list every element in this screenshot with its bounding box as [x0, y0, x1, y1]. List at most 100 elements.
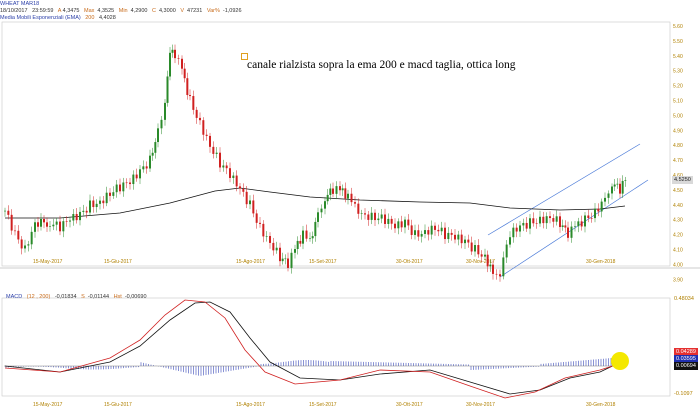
- candle-body: [464, 239, 466, 244]
- candle-body: [427, 230, 430, 235]
- candle-body: [567, 227, 569, 238]
- candle-body: [420, 233, 423, 237]
- annotation-marker[interactable]: [241, 53, 248, 60]
- candle-body: [157, 128, 159, 143]
- candle-body: [272, 242, 275, 251]
- ohlc-readout: 18/10/2017 23:59:59 A 4,3475 Max 4,3525 M…: [0, 8, 242, 15]
- candle-body: [212, 146, 215, 154]
- macd-line: [4, 301, 626, 395]
- candle-body: [135, 174, 138, 179]
- candle-body: [480, 254, 483, 257]
- candle-body: [311, 236, 314, 239]
- candle-body: [555, 216, 558, 222]
- candle-body: [75, 214, 78, 221]
- candle-body: [205, 134, 208, 136]
- macd-signal-line: [4, 299, 626, 399]
- candle-body: [109, 192, 111, 196]
- candle-body: [290, 252, 293, 268]
- candle-body: [529, 218, 531, 229]
- low-label: Min: [118, 8, 128, 14]
- price-tick-label: 4.10: [673, 248, 683, 254]
- candle-body: [174, 49, 176, 59]
- candle-body: [390, 218, 393, 224]
- candle-body: [49, 226, 51, 227]
- macd-line-value-box: 0.00694: [674, 362, 698, 370]
- candle-body: [604, 197, 606, 202]
- candle-body: [189, 95, 191, 97]
- candle-body: [305, 230, 308, 239]
- candle-body: [27, 244, 30, 246]
- candle-body: [232, 175, 235, 178]
- candle-body: [545, 216, 548, 224]
- candle-body: [34, 222, 36, 232]
- candle-body: [252, 200, 255, 214]
- candle-body: [225, 165, 228, 169]
- candle-body: [594, 208, 596, 219]
- signal-label: S: [81, 294, 85, 300]
- price-tick-label: 4.20: [673, 233, 683, 239]
- ema-period: 200: [85, 15, 95, 21]
- candle-body: [515, 227, 518, 232]
- candle-body: [281, 258, 284, 262]
- volume-value: 47231: [186, 8, 203, 14]
- macd-hist-value-box: 0.03595: [674, 355, 698, 363]
- candle-body: [287, 258, 289, 268]
- channel-lower-line[interactable]: [499, 179, 649, 278]
- close-label: C: [151, 8, 156, 14]
- candle-body: [489, 264, 492, 267]
- candle-body: [577, 221, 580, 227]
- candle-body: [364, 213, 366, 215]
- candle-body: [499, 274, 501, 277]
- price-panel-frame: [1, 21, 671, 267]
- last-price-label: 4.5250: [672, 176, 693, 184]
- channel-upper-line[interactable]: [487, 143, 641, 236]
- open-label: A: [57, 8, 62, 14]
- candle-body: [387, 218, 390, 224]
- candle-body: [259, 222, 261, 224]
- hist-value: -0,00690: [124, 294, 147, 300]
- candle-body: [265, 236, 268, 237]
- candle-body: [186, 78, 189, 96]
- candle-body: [397, 221, 400, 229]
- candle-body: [477, 245, 480, 255]
- candle-body: [160, 119, 163, 129]
- high-value: 4,3525: [97, 8, 115, 14]
- date-tick-label: 15-Set-2017: [309, 402, 337, 408]
- candle-body: [414, 230, 416, 235]
- candle-body: [59, 221, 61, 232]
- annotation-text[interactable]: canale rialzista sopra la ema 200 e macd…: [247, 59, 516, 71]
- date-tick-label: 15-May-2017: [33, 259, 63, 265]
- date-tick-label: 15-Giu-2017: [104, 402, 132, 408]
- candle-body: [502, 257, 505, 277]
- candle-body: [344, 188, 347, 199]
- macd-panel-frame: [1, 297, 671, 397]
- candle-body: [139, 169, 141, 179]
- candle-body: [574, 226, 576, 227]
- symbol-name: WHEAT MAR18: [0, 1, 40, 7]
- ema-curve: [5, 187, 626, 219]
- candle-body: [407, 219, 410, 226]
- candle-body: [40, 218, 42, 227]
- crossover-highlight-marker[interactable]: [611, 352, 629, 370]
- ema-value: 4,4028: [98, 15, 116, 21]
- candle-body: [467, 239, 470, 243]
- symbol-title: WHEAT MAR18: [0, 1, 39, 8]
- candle-body: [354, 202, 356, 204]
- candle-body: [14, 230, 16, 232]
- candle-body: [82, 210, 85, 212]
- candle-body: [561, 225, 564, 228]
- candle-body: [580, 221, 583, 227]
- date-tick-label: 15-Giu-2017: [104, 259, 132, 265]
- candle-body: [7, 210, 10, 215]
- candle-body: [30, 231, 33, 245]
- candle-body: [619, 183, 621, 194]
- macd-signal-value-box: 0.04289: [674, 348, 698, 356]
- candle-body: [509, 237, 511, 245]
- candle-body: [584, 215, 586, 227]
- candle-body: [505, 244, 508, 258]
- candle-body: [279, 247, 281, 262]
- close-value: 4,3000: [158, 8, 176, 14]
- candle-body: [112, 192, 115, 196]
- price-tick-label: 4.50: [673, 188, 683, 194]
